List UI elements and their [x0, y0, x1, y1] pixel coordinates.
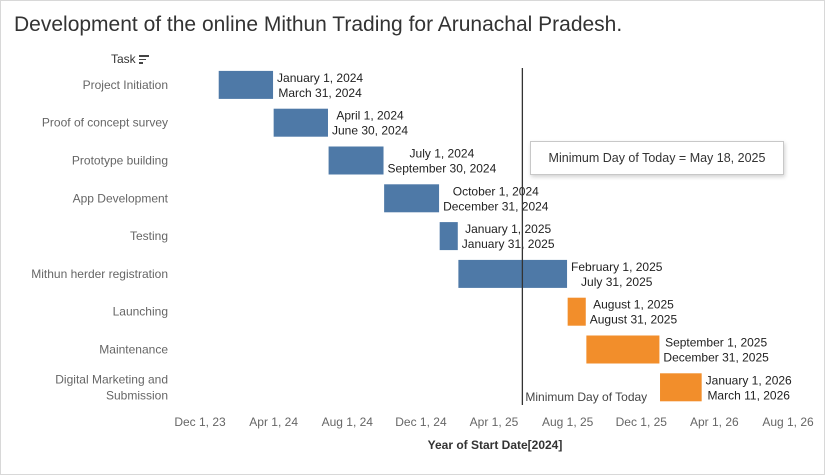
task-label: Proof of concept survey	[42, 116, 168, 130]
task-label: Submission	[106, 388, 168, 402]
task-bar	[439, 222, 458, 251]
end-date-label: August 31, 2025	[590, 313, 678, 327]
start-date-label: April 1, 2024	[336, 109, 404, 123]
task-label: Mithun herder registration	[31, 267, 168, 281]
end-date-label: June 30, 2024	[332, 124, 408, 138]
start-date-label: October 1, 2024	[453, 184, 539, 198]
start-date-label: July 1, 2024	[410, 147, 475, 161]
task-label: Prototype building	[72, 154, 168, 168]
task-label: Digital Marketing and	[55, 372, 168, 386]
task-label: Launching	[113, 305, 168, 319]
x-tick-label: Dec 1, 24	[395, 415, 447, 429]
task-bar	[458, 259, 568, 288]
task-header-label: Task	[111, 52, 136, 66]
start-date-label: January 1, 2026	[706, 373, 792, 387]
today-reference-label: Minimum Day of Today	[525, 390, 647, 404]
end-date-label: December 31, 2025	[663, 351, 769, 365]
task-bar	[273, 108, 328, 137]
x-tick-label: Apr 1, 25	[470, 415, 519, 429]
end-date-label: March 11, 2026	[707, 388, 790, 402]
start-date-label: January 1, 2025	[465, 222, 551, 236]
task-bar	[384, 184, 440, 213]
x-tick-label: Apr 1, 24	[249, 415, 298, 429]
task-bar	[218, 70, 274, 99]
task-bar	[328, 146, 384, 175]
x-tick-label: Dec 1, 23	[174, 415, 226, 429]
start-date-label: August 1, 2025	[593, 298, 674, 312]
end-date-label: September 30, 2024	[388, 162, 497, 176]
end-date-label: July 31, 2025	[581, 275, 653, 289]
x-axis-title: Year of Start Date[2024]	[427, 438, 563, 452]
x-tick-label: Dec 1, 25	[616, 415, 668, 429]
task-label: Maintenance	[99, 343, 168, 357]
task-bar	[567, 297, 586, 326]
task-bar	[660, 373, 702, 402]
end-date-label: March 31, 2024	[278, 86, 362, 100]
chart-title: Development of the online Mithun Trading…	[14, 13, 623, 36]
end-date-label: December 31, 2024	[443, 199, 549, 213]
task-label: App Development	[73, 191, 169, 205]
sort-descending-icon[interactable]	[138, 54, 149, 64]
task-bar	[586, 335, 660, 364]
task-column-header[interactable]: Task	[111, 52, 149, 66]
start-date-label: February 1, 2025	[571, 260, 663, 274]
today-tooltip: Minimum Day of Today = May 18, 2025	[530, 141, 784, 175]
start-date-label: September 1, 2025	[665, 336, 767, 350]
task-label: Project Initiation	[83, 78, 168, 92]
x-tick-label: Aug 1, 26	[762, 415, 814, 429]
x-tick-label: Apr 1, 26	[690, 415, 739, 429]
end-date-label: January 31, 2025	[462, 237, 555, 251]
x-tick-label: Aug 1, 24	[322, 415, 374, 429]
x-tick-label: Aug 1, 25	[542, 415, 594, 429]
task-label: Testing	[130, 229, 168, 243]
start-date-label: January 1, 2024	[277, 71, 363, 85]
